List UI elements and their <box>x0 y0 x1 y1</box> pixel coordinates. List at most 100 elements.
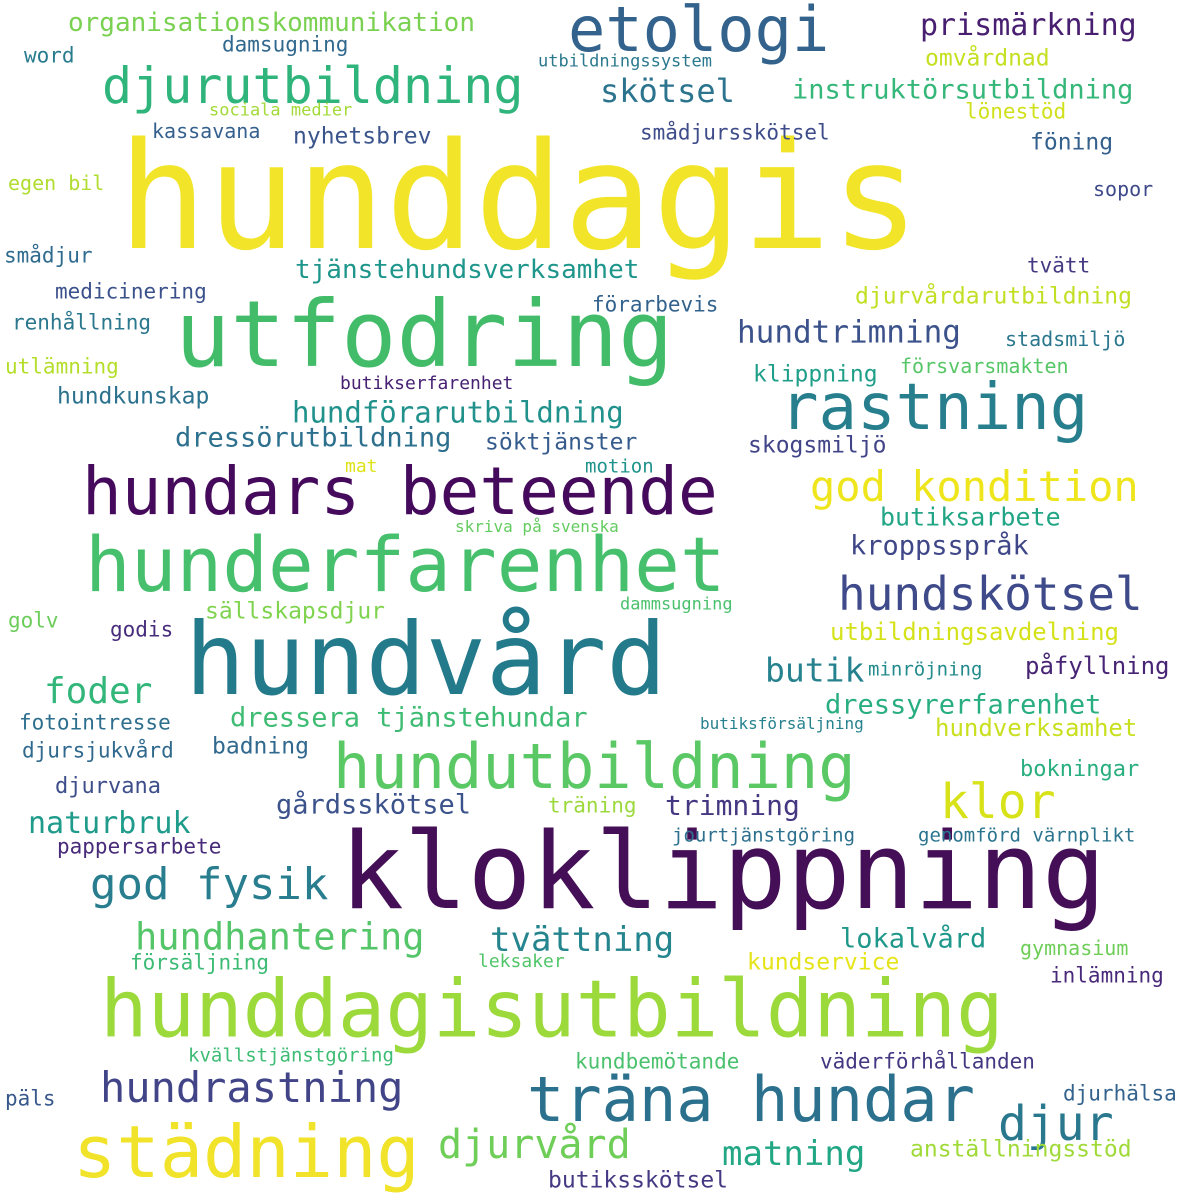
word-djurvard: djurvård <box>438 1122 631 1168</box>
word-djursjukvard: djursjukvård <box>22 738 174 763</box>
word-trana-hundar: träna hundar <box>527 1063 975 1136</box>
word-fotointresse: fotointresse <box>19 710 171 735</box>
word-traning: träning <box>548 793 637 818</box>
word-instruktorsutbildning: instruktörsutbildning <box>792 74 1134 106</box>
word-klor: klor <box>940 774 1056 830</box>
word-gymnasium: gymnasium <box>1020 936 1129 960</box>
word-leksaker: leksaker <box>478 951 565 972</box>
word-butiksskotsel: butiksskötsel <box>548 1167 729 1194</box>
word-medicinering: medicinering <box>55 279 207 304</box>
word-djurhalsa: djurhälsa <box>1063 1081 1177 1106</box>
word-golv: golv <box>8 608 59 633</box>
word-nyhetsbrev: nyhetsbrev <box>293 123 432 150</box>
word-stadning: städning <box>73 1110 420 1194</box>
word-hundrastning: hundrastning <box>100 1063 404 1112</box>
word-dammsugning: dammsugning <box>620 594 733 615</box>
word-damsugning: damsugning <box>222 32 349 57</box>
word-pafyllning: påfyllning <box>1025 652 1170 680</box>
word-skotsel: skötsel <box>600 72 735 110</box>
word-stadsmiljo: stadsmiljö <box>1005 327 1126 351</box>
word-anstallningsstod: anställningsstöd <box>910 1136 1132 1163</box>
word-dressyrerfarenhet: dressyrerfarenhet <box>825 689 1102 721</box>
word-hundvard: hundvård <box>185 601 667 718</box>
word-smadjur: smådjur <box>4 243 93 268</box>
word-hundforarutbildning: hundförarutbildning <box>292 395 624 430</box>
word-forsaljning: försäljning <box>130 950 270 975</box>
word-djurutbildning: djurutbildning <box>102 57 524 115</box>
word-bokningar: bokningar <box>1020 757 1140 782</box>
word-butiksforsaljning: butiksförsäljning <box>700 714 864 733</box>
word-jourtjanstgoring: jourtjänstgöring <box>672 824 856 847</box>
word-utbildningsavdelning: utbildningsavdelning <box>830 618 1119 646</box>
word-organisationskommunikation: organisationskommunikation <box>68 8 475 38</box>
word-hundars-beteende: hundars beteende <box>82 453 718 530</box>
word-foning: föning <box>1030 129 1114 156</box>
word-djur: djur <box>998 1096 1114 1152</box>
word-hunddagisutbildning: hunddagisutbildning <box>100 963 1004 1056</box>
word-dressera-tjanstehundar: dressera tjänstehundar <box>230 702 588 734</box>
word-kundservice: kundservice <box>747 949 900 976</box>
word-sopor: sopor <box>1093 177 1154 201</box>
word-sociala-medier: sociala medier <box>209 100 353 121</box>
word-klippning: klippning <box>753 361 878 388</box>
word-smadjursskotsel: smådjursskötsel <box>640 120 830 145</box>
word-dressorutbildning: dressörutbildning <box>175 422 452 454</box>
word-butik: butik <box>765 650 865 690</box>
word-djurvana: djurvana <box>55 774 161 799</box>
word-word: word <box>24 43 75 68</box>
word-etologi: etologi <box>568 0 830 66</box>
word-foder: foder <box>44 671 153 712</box>
word-kloklippning: kloklippning <box>340 810 1106 933</box>
word-naturbruk: naturbruk <box>28 806 191 841</box>
word-gardsskotsel: gårdsskötsel <box>276 789 472 821</box>
word-genomford-varnplikt: genomförd värnplikt <box>918 824 1136 847</box>
word-hundhantering: hundhantering <box>135 915 425 959</box>
word-inlamning: inlämning <box>1050 963 1164 988</box>
word-skogsmiljo: skogsmiljö <box>748 432 887 459</box>
word-minrojning: minröjning <box>868 658 983 681</box>
word-kroppssprak: kroppsspråk <box>850 530 1029 562</box>
word-hundtrimning: hundtrimning <box>737 314 961 351</box>
word-utlamning: utlämning <box>5 354 119 379</box>
word-hunddagis: hunddagis <box>118 111 920 283</box>
word-lonestod: lönestöd <box>965 99 1067 124</box>
word-mat: mat <box>345 456 378 477</box>
word-butikserfarenhet: butikserfarenhet <box>340 373 514 394</box>
word-kassavana: kassavana <box>152 119 261 143</box>
word-omvardnad: omvårdnad <box>925 45 1050 72</box>
word-utfodring: utfodring <box>175 281 674 388</box>
word-kundbemotande: kundbemötande <box>575 1049 740 1074</box>
word-motion: motion <box>585 455 654 478</box>
word-vaderforhallanden: väderförhållanden <box>820 1049 1035 1074</box>
word-god-kondition: god kondition <box>810 462 1139 511</box>
word-prismarkning: prismärkning <box>920 8 1137 43</box>
word-hundutbildning: hundutbildning <box>333 730 856 803</box>
word-god-fysik: god fysik <box>90 859 329 910</box>
word-trimning: trimning <box>665 789 800 822</box>
word-hundskotsel: hundskötsel <box>838 567 1143 621</box>
word-hunderfarenhet: hunderfarenhet <box>85 520 726 609</box>
word-tjanstehundsverksamhet: tjänstehundsverksamhet <box>295 255 640 285</box>
word-matning: matning <box>722 1134 866 1174</box>
word-hundkunskap: hundkunskap <box>57 383 210 410</box>
word-forarbevis: förarbevis <box>592 292 719 317</box>
word-forsvarsmakten: försvarsmakten <box>900 354 1069 378</box>
word-egen-bil: egen bil <box>8 171 105 195</box>
word-sallskapsdjur: sällskapsdjur <box>205 598 386 625</box>
word-kvallstjanstgoring: kvällstjänstgöring <box>188 1044 394 1067</box>
word-butiksarbete: butiksarbete <box>880 502 1061 532</box>
word-pappersarbete: pappersarbete <box>57 834 222 859</box>
word-renhallning: renhållning <box>12 310 152 335</box>
word-utbildningssystem: utbildningssystem <box>538 51 712 72</box>
word-tvatt: tvätt <box>1027 253 1091 278</box>
word-djurvardarutbildning: djurvårdarutbildning <box>855 283 1132 310</box>
word-soktjanster: söktjänster <box>485 429 638 456</box>
word-rastning: rastning <box>780 371 1089 445</box>
word-skriva-pa-svenska: skriva på svenska <box>455 517 619 536</box>
word-lokalvard: lokalvård <box>840 923 987 955</box>
word-hundverksamhet: hundverksamhet <box>935 714 1138 742</box>
word-godis: godis <box>110 617 174 642</box>
word-tvattning: tvättning <box>490 920 675 960</box>
word-badning: badning <box>212 733 309 760</box>
